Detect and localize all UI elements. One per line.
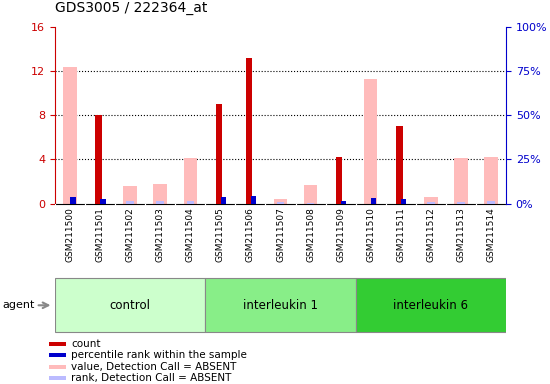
Bar <box>70 197 76 204</box>
Text: GSM211506: GSM211506 <box>246 207 255 262</box>
FancyBboxPatch shape <box>356 278 506 332</box>
Text: GSM211504: GSM211504 <box>186 207 195 262</box>
Bar <box>184 158 197 204</box>
Text: GSM211500: GSM211500 <box>65 207 75 262</box>
Text: GSM211505: GSM211505 <box>216 207 225 262</box>
Text: GSM211511: GSM211511 <box>396 207 405 262</box>
Text: GSM211502: GSM211502 <box>125 207 135 262</box>
Text: control: control <box>109 299 151 312</box>
Bar <box>221 197 226 204</box>
Text: GSM211509: GSM211509 <box>336 207 345 262</box>
Bar <box>274 199 287 204</box>
Bar <box>49 342 67 346</box>
Bar <box>396 126 403 204</box>
Bar <box>304 185 317 204</box>
Bar <box>123 186 137 204</box>
Text: agent: agent <box>3 300 35 310</box>
Bar <box>246 58 252 204</box>
Bar <box>49 365 67 369</box>
Text: GSM211512: GSM211512 <box>426 207 436 262</box>
Text: GSM211501: GSM211501 <box>96 207 104 262</box>
Bar <box>401 199 406 204</box>
Text: percentile rank within the sample: percentile rank within the sample <box>71 350 247 360</box>
Bar <box>277 202 284 204</box>
Bar <box>424 197 438 204</box>
Bar <box>216 104 222 204</box>
Text: GSM211508: GSM211508 <box>306 207 315 262</box>
Bar <box>63 67 77 204</box>
Bar <box>153 184 167 204</box>
Text: GSM211510: GSM211510 <box>366 207 375 262</box>
Bar <box>251 197 256 204</box>
Bar <box>156 201 164 204</box>
Text: count: count <box>71 339 101 349</box>
Bar <box>341 201 346 204</box>
Bar <box>101 199 106 204</box>
Bar <box>487 201 494 204</box>
Bar <box>336 157 343 204</box>
Text: rank, Detection Call = ABSENT: rank, Detection Call = ABSENT <box>71 373 232 383</box>
Bar <box>427 202 434 204</box>
Bar <box>186 201 194 204</box>
Bar <box>49 353 67 357</box>
Bar <box>307 203 314 204</box>
Text: GDS3005 / 222364_at: GDS3005 / 222364_at <box>55 2 207 15</box>
Bar <box>454 158 467 204</box>
Bar <box>95 115 102 204</box>
Bar <box>484 157 498 204</box>
Bar <box>364 79 377 204</box>
Bar <box>371 198 376 204</box>
Text: interleukin 6: interleukin 6 <box>393 299 469 312</box>
Bar <box>49 376 67 380</box>
Text: GSM211503: GSM211503 <box>156 207 165 262</box>
Text: interleukin 1: interleukin 1 <box>243 299 318 312</box>
FancyBboxPatch shape <box>205 278 356 332</box>
Bar <box>126 201 134 204</box>
Text: value, Detection Call = ABSENT: value, Detection Call = ABSENT <box>71 362 236 372</box>
Text: GSM211507: GSM211507 <box>276 207 285 262</box>
Text: GSM211513: GSM211513 <box>456 207 465 262</box>
Text: GSM211514: GSM211514 <box>486 207 496 262</box>
FancyBboxPatch shape <box>55 278 205 332</box>
Bar <box>457 202 465 204</box>
